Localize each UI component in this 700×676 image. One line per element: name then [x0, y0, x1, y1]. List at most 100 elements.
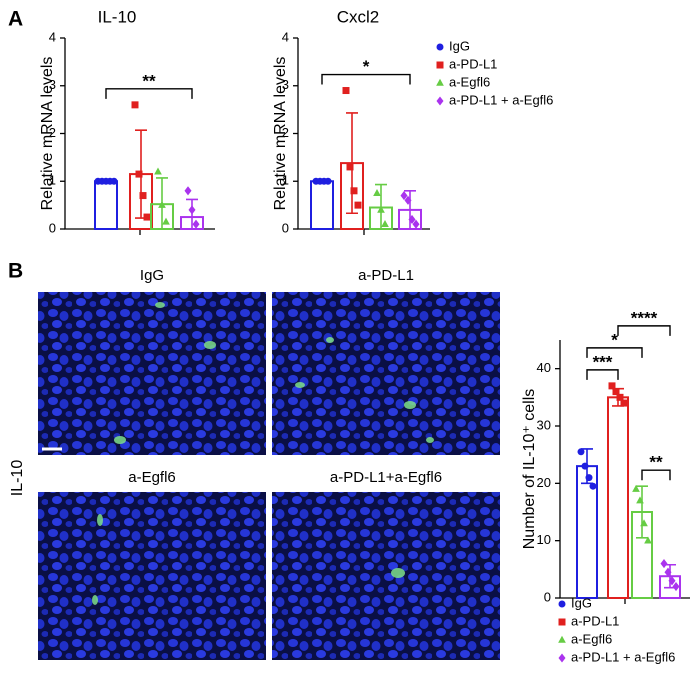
- point: [644, 536, 652, 544]
- point: [436, 43, 444, 51]
- panel-label: A: [8, 8, 23, 31]
- point: [436, 61, 444, 69]
- point: [404, 195, 412, 205]
- point: [668, 576, 676, 586]
- significance-label: *: [363, 57, 370, 76]
- point: [632, 484, 640, 492]
- point: [342, 87, 350, 95]
- legend-label: IgG: [571, 595, 592, 610]
- micrograph: [272, 292, 500, 455]
- point: [581, 462, 589, 470]
- point: [373, 188, 381, 196]
- point: [131, 101, 139, 109]
- point: [608, 382, 616, 390]
- point: [558, 618, 566, 626]
- y-tick-label: 2: [282, 125, 289, 140]
- y-axis-label: Relative mRNA levels: [39, 57, 56, 211]
- point: [377, 205, 385, 213]
- panel-label: B: [8, 260, 23, 283]
- point: [558, 653, 566, 663]
- y-tick-label: 2: [49, 125, 56, 140]
- y-tick-label: 4: [282, 29, 289, 44]
- point: [640, 519, 648, 527]
- point: [400, 191, 408, 201]
- point: [664, 567, 672, 577]
- legend-label: a-PD-L1: [449, 56, 497, 71]
- point: [660, 559, 668, 569]
- point: [585, 474, 593, 482]
- significance-label: *: [611, 330, 618, 349]
- y-tick-label: 20: [537, 475, 551, 490]
- significance-bracket: [586, 369, 619, 380]
- image-title: IgG: [140, 267, 164, 284]
- micrograph: [38, 492, 266, 660]
- significance-label: **: [142, 71, 156, 90]
- error-bar: [404, 190, 416, 230]
- chart-title: IL-10: [98, 7, 137, 26]
- significance-label: **: [649, 453, 663, 472]
- point: [139, 192, 147, 200]
- point: [558, 600, 566, 608]
- point: [636, 496, 644, 504]
- y-tick-label: 1: [49, 173, 56, 188]
- y-tick-label: 30: [537, 417, 551, 432]
- chart-title: Cxcl2: [337, 7, 380, 26]
- point: [412, 219, 420, 229]
- significance-label: ***: [593, 352, 613, 371]
- point: [143, 213, 151, 221]
- image-title: a-PD-L1: [358, 267, 414, 284]
- signal: [92, 302, 434, 605]
- point: [616, 393, 624, 401]
- side-label: IL-10: [9, 460, 26, 497]
- point: [589, 482, 597, 490]
- image-title: a-Egfl6: [128, 469, 176, 486]
- point: [620, 399, 628, 407]
- y-axis-label: Number of IL-10⁺ cells: [521, 389, 538, 550]
- legend-label: IgG: [449, 38, 470, 53]
- y-tick-label: 3: [49, 77, 56, 92]
- y-tick-label: 4: [49, 29, 56, 44]
- bar: [310, 180, 334, 230]
- point: [612, 388, 620, 396]
- point: [354, 201, 362, 209]
- point: [672, 581, 680, 592]
- y-tick-label: 40: [537, 360, 551, 375]
- significance-bracket: [617, 325, 671, 336]
- image-title: a-PD-L1+a-Egfl6: [330, 469, 442, 486]
- point: [158, 200, 166, 208]
- y-tick-label: 0: [282, 220, 289, 235]
- micrograph: [272, 492, 500, 660]
- point: [135, 170, 143, 178]
- legend-label: a-PD-L1 + a-Egfl6: [571, 649, 675, 664]
- micrographs: [38, 292, 500, 660]
- y-axis-label: Relative mRNA levels: [272, 57, 289, 211]
- point: [436, 78, 444, 86]
- y-tick-label: 0: [544, 589, 551, 604]
- y-tick-label: 10: [537, 532, 551, 547]
- y-tick-label: 0: [49, 220, 56, 235]
- point: [184, 186, 192, 196]
- legend-label: a-Egfl6: [449, 74, 490, 89]
- legend-label: a-PD-L1 + a-Egfl6: [449, 92, 553, 107]
- point: [110, 177, 118, 185]
- significance-bracket: [586, 347, 643, 358]
- significance-label: ****: [631, 308, 658, 327]
- legend-label: a-PD-L1: [571, 613, 619, 628]
- point: [558, 635, 566, 643]
- point: [346, 163, 354, 171]
- bar: [607, 396, 629, 600]
- error-bar: [346, 112, 358, 215]
- legend-label: a-Egfl6: [571, 631, 612, 646]
- significance-bracket: [105, 88, 193, 99]
- point: [577, 448, 585, 456]
- y-tick-label: 1: [282, 173, 289, 188]
- point: [188, 205, 196, 215]
- y-tick-label: 3: [282, 77, 289, 92]
- point: [154, 167, 162, 175]
- significance-bracket: [641, 469, 671, 481]
- significance-bracket: [321, 73, 411, 85]
- point: [324, 177, 332, 185]
- point: [162, 217, 170, 225]
- bar: [94, 180, 118, 230]
